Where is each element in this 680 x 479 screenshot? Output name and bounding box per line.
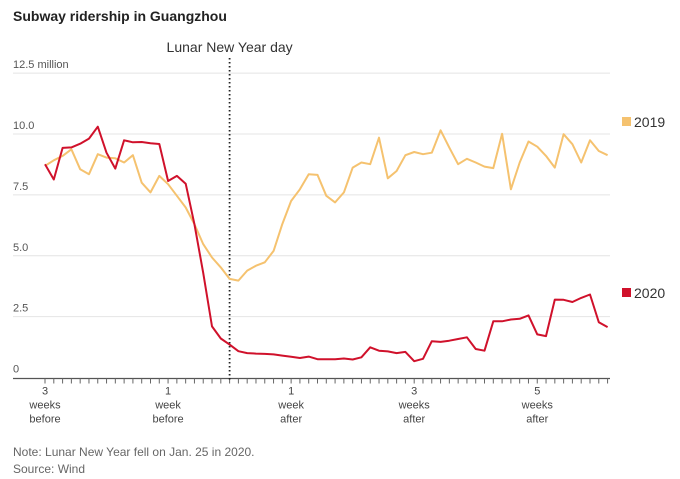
x-tick-label: 1 [288,386,294,398]
legend-swatch-2020 [622,288,631,297]
x-tick-label: before [152,414,183,426]
y-tick-label: 2.5 [13,303,28,315]
y-tick-label: 10.0 [13,120,34,132]
x-tick-label: after [403,414,425,426]
x-tick-label: after [526,414,548,426]
x-tick-label: weeks [521,400,554,412]
lunar-new-year-label: Lunar New Year day [167,39,293,55]
x-tick-label: 3 [411,386,417,398]
legend-label-2019: 2019 [634,114,665,130]
legend-swatch-2019 [622,117,631,126]
x-tick-label: week [277,400,304,412]
x-tick-label: week [154,400,181,412]
x-tick-label: 5 [534,386,540,398]
legend-label-2020: 2020 [634,285,665,301]
x-tick-label: weeks [398,400,431,412]
x-tick-label: 1 [165,386,171,398]
chart-source: Source: Wind [13,462,86,476]
y-tick-label: 12.5 million [13,59,69,71]
y-tick-label: 0 [13,364,19,376]
y-tick-label: 5.0 [13,242,28,254]
chart-title: Subway ridership in Guangzhou [13,8,227,24]
series-line-2020 [44,125,609,363]
y-tick-label: 7.5 [13,181,28,193]
chart-note: Note: Lunar New Year fell on Jan. 25 in … [13,445,255,459]
x-tick-label: 3 [42,386,48,398]
x-tick-label: before [29,414,60,426]
x-tick-label: after [280,414,302,426]
series-line-2019 [44,129,609,282]
x-tick-label: weeks [28,400,61,412]
